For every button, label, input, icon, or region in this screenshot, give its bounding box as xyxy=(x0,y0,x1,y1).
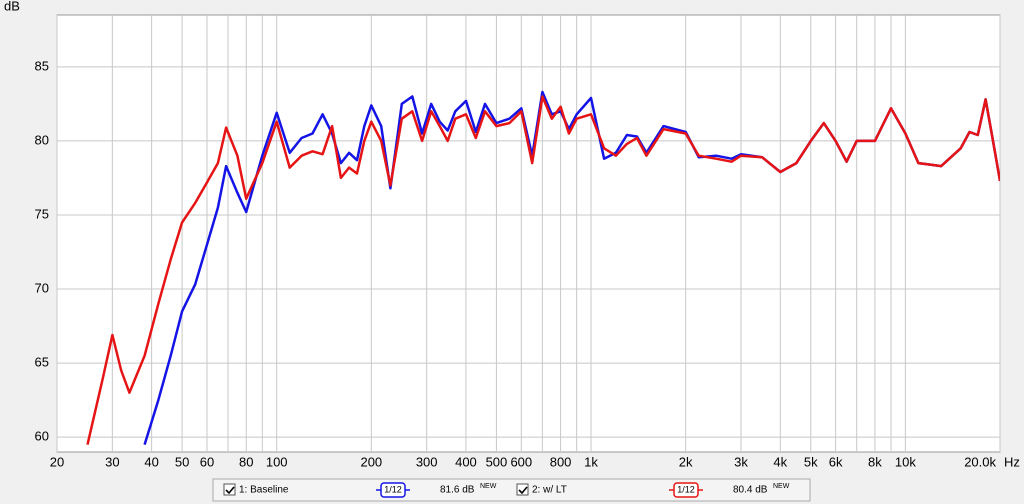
legend-checkbox[interactable] xyxy=(516,483,529,496)
x-tick-label: 3k xyxy=(734,454,748,469)
legend-box xyxy=(212,478,811,502)
x-tick-label: 80 xyxy=(239,454,253,469)
x-tick-label: 600 xyxy=(510,454,532,469)
x-tick-label: 500 xyxy=(486,454,508,469)
x-tick-label: 300 xyxy=(416,454,438,469)
y-tick-label: 75 xyxy=(35,206,49,221)
level-badge: NEW xyxy=(480,483,497,490)
x-tick-label: 6k xyxy=(829,454,843,469)
y-tick-label: 70 xyxy=(35,280,49,295)
x-tick-label: 20.0k xyxy=(964,454,996,469)
x-tick-label: 8k xyxy=(868,454,882,469)
x-tick-label: 5k xyxy=(804,454,818,469)
checkmark xyxy=(225,486,235,495)
legend-label: 1: Baseline xyxy=(239,485,289,496)
smoothing-icon[interactable] xyxy=(380,482,406,498)
y-tick-label: 85 xyxy=(35,58,49,73)
y-tick-label: 80 xyxy=(35,132,49,147)
x-tick-label: 200 xyxy=(360,454,382,469)
level-badge: NEW xyxy=(773,483,790,490)
x-tick-label: 1k xyxy=(584,454,598,469)
x-tick-label: 400 xyxy=(455,454,477,469)
y-tick-label: 65 xyxy=(35,355,49,370)
legend-label: 2: w/ LT xyxy=(532,485,567,496)
x-tick-label: 10k xyxy=(895,454,916,469)
x-tick-label: 2k xyxy=(679,454,693,469)
x-tick-label: 40 xyxy=(144,454,158,469)
series-line xyxy=(86,95,1000,445)
x-tick-label: 4k xyxy=(773,454,787,469)
smoothing-label: 1/12 xyxy=(677,484,695,494)
x-tick-label: 800 xyxy=(550,454,572,469)
y-tick-label: 60 xyxy=(35,429,49,444)
smoothing-label: 1/12 xyxy=(384,484,402,494)
y-axis-label: dB xyxy=(4,0,20,13)
smoothing-icon[interactable] xyxy=(673,482,699,498)
level-label: 81.6 dB xyxy=(440,485,475,496)
x-tick-label: 50 xyxy=(175,454,189,469)
plot-area xyxy=(56,14,1001,453)
level-label: 80.4 dB xyxy=(733,485,768,496)
x-tick-label: 20 xyxy=(50,454,64,469)
x-axis-label: Hz xyxy=(1004,454,1020,469)
x-tick-label: 60 xyxy=(200,454,214,469)
checkmark xyxy=(518,486,528,495)
legend-checkbox[interactable] xyxy=(223,483,236,496)
x-tick-label: 100 xyxy=(266,454,288,469)
x-tick-label: 30 xyxy=(105,454,119,469)
